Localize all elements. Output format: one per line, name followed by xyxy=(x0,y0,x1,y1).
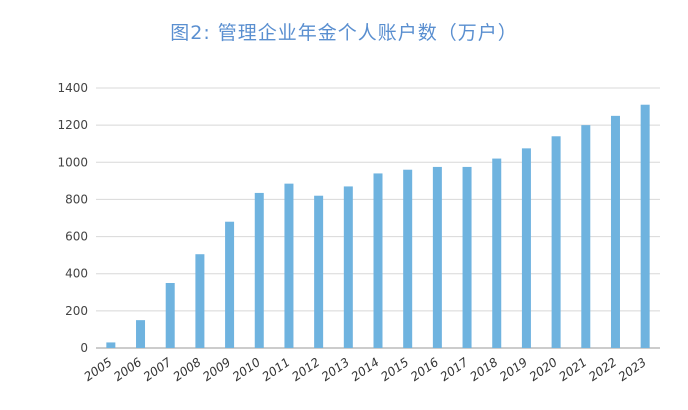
x-tick-label: 2018 xyxy=(467,355,500,384)
x-tick-label: 2015 xyxy=(378,355,411,384)
bar-2015 xyxy=(403,169,413,348)
y-tick-label: 600 xyxy=(65,230,88,244)
bar-2010 xyxy=(254,192,264,348)
bar-2012 xyxy=(314,195,324,348)
bars xyxy=(106,104,650,349)
y-tick-label: 800 xyxy=(65,192,88,206)
y-tick-label: 400 xyxy=(65,267,88,281)
x-tick-label: 2023 xyxy=(616,355,649,384)
x-tick-label: 2019 xyxy=(497,355,530,384)
bar-2016 xyxy=(432,166,442,348)
bar-2014 xyxy=(373,173,383,348)
x-tick-label: 2006 xyxy=(111,355,144,384)
x-tick-label: 2010 xyxy=(230,355,263,384)
x-tick-label: 2011 xyxy=(260,355,293,384)
bar-2011 xyxy=(284,183,294,348)
x-tick-label: 2016 xyxy=(408,355,441,384)
bar-2023 xyxy=(640,104,650,348)
x-tick-label: 2021 xyxy=(556,355,589,384)
bar-2017 xyxy=(462,166,472,348)
bar-2018 xyxy=(492,158,502,348)
bar-2007 xyxy=(165,283,175,348)
y-tick-label: 200 xyxy=(65,304,88,318)
bar-2020 xyxy=(551,136,561,348)
bar-2019 xyxy=(521,148,531,348)
chart-title: 图2: 管理企业年金个人账户数（万户） xyxy=(170,22,518,44)
x-tick-label: 2009 xyxy=(200,355,233,384)
x-tick-label: 2014 xyxy=(349,355,382,384)
x-tick-label: 2020 xyxy=(527,355,560,384)
y-tick-label: 1000 xyxy=(57,155,88,169)
bar-2008 xyxy=(195,254,205,348)
bar-2009 xyxy=(225,221,235,348)
bar-2021 xyxy=(581,125,591,349)
y-tick-label: 0 xyxy=(80,341,88,355)
x-tick-label: 2005 xyxy=(82,355,115,384)
y-tick-label: 1400 xyxy=(57,81,88,95)
x-tick-label: 2017 xyxy=(438,355,471,384)
x-tick-label: 2008 xyxy=(171,355,204,384)
bar-2022 xyxy=(610,115,620,348)
x-tick-label: 2012 xyxy=(289,355,322,384)
bar-2013 xyxy=(343,186,353,348)
y-axis: 0 200 400 600 800 1000 1200 1400 xyxy=(57,81,88,355)
y-tick-label: 1200 xyxy=(57,118,88,132)
x-tick-label: 2007 xyxy=(141,355,174,384)
bar-2006 xyxy=(136,320,146,348)
bar-2005 xyxy=(106,342,116,348)
x-axis: 2005200620072008200920102011201220132014… xyxy=(82,355,649,384)
x-tick-label: 2013 xyxy=(319,355,352,384)
x-tick-label: 2022 xyxy=(586,355,619,384)
